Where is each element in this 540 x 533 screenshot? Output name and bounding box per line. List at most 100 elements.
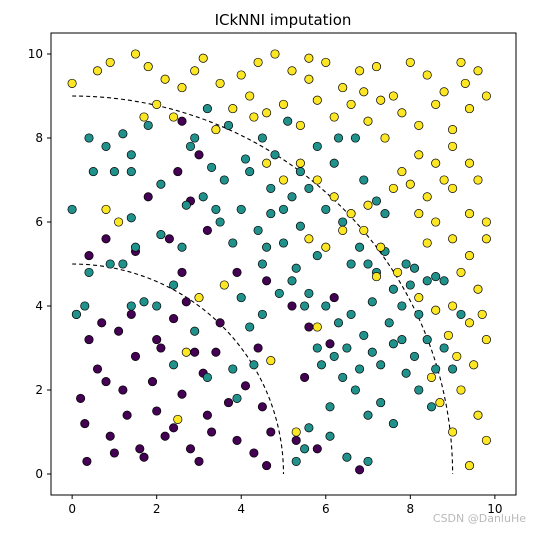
point-middle <box>363 410 373 420</box>
point-middle <box>338 217 348 227</box>
point-outer <box>215 78 225 88</box>
point-inner <box>84 251 94 261</box>
point-inner <box>80 419 90 429</box>
point-inner <box>325 339 335 349</box>
point-inner <box>329 293 339 303</box>
point-middle <box>257 259 267 269</box>
point-outer <box>435 398 445 408</box>
point-outer <box>448 427 458 437</box>
point-outer <box>304 53 314 63</box>
point-inner <box>177 389 187 399</box>
point-middle <box>84 267 94 277</box>
point-middle <box>312 251 322 261</box>
point-outer <box>464 461 475 471</box>
point-outer <box>380 133 390 143</box>
point-outer <box>295 158 305 168</box>
boundary-circle-1 <box>72 263 285 475</box>
point-middle <box>215 217 225 227</box>
point-outer <box>448 141 458 151</box>
point-outer <box>473 284 483 294</box>
point-inner <box>169 314 179 324</box>
x-tick-label: 2 <box>153 502 161 516</box>
point-middle <box>388 339 398 349</box>
point-inner <box>232 267 242 277</box>
point-middle <box>101 141 111 151</box>
point-middle <box>359 330 369 340</box>
point-middle <box>291 456 301 466</box>
point-outer <box>448 125 458 135</box>
point-outer <box>414 209 424 219</box>
point-middle <box>126 167 136 177</box>
point-outer <box>469 360 479 370</box>
point-middle <box>67 204 77 214</box>
point-middle <box>414 385 424 395</box>
point-middle <box>346 259 356 269</box>
point-middle <box>152 301 162 311</box>
point-middle <box>257 309 267 319</box>
point-middle <box>422 276 432 286</box>
dashed-boundaries <box>72 95 454 475</box>
point-inner <box>262 276 272 286</box>
point-middle <box>346 309 356 319</box>
point-middle <box>236 204 246 214</box>
point-middle <box>376 398 386 408</box>
point-middle <box>439 276 449 286</box>
point-outer <box>253 57 263 67</box>
point-middle <box>422 335 432 345</box>
point-outer <box>312 322 322 332</box>
point-middle <box>333 133 344 143</box>
point-inner <box>215 318 225 328</box>
point-outer <box>456 385 466 395</box>
point-middle <box>359 175 369 185</box>
point-middle <box>143 120 153 130</box>
point-outer <box>473 66 483 76</box>
point-middle <box>232 393 242 403</box>
point-inner <box>287 301 297 311</box>
point-outer <box>194 293 204 303</box>
point-outer <box>388 183 398 193</box>
point-middle <box>190 133 200 143</box>
point-outer <box>464 251 475 261</box>
point-middle <box>401 368 411 378</box>
point-outer <box>456 267 466 277</box>
point-middle <box>312 141 322 151</box>
point-middle <box>342 452 352 462</box>
point-middle <box>355 364 365 374</box>
point-middle <box>304 183 314 193</box>
point-middle <box>355 242 365 252</box>
point-middle <box>253 225 263 235</box>
point-outer <box>359 87 369 97</box>
point-inner <box>202 225 212 235</box>
x-tick-label: 10 <box>487 502 502 516</box>
point-middle <box>202 372 212 382</box>
y-tick-label: 8 <box>35 131 43 145</box>
point-outer <box>262 108 272 118</box>
point-outer <box>376 95 386 105</box>
point-outer <box>338 83 348 93</box>
point-outer <box>397 167 407 177</box>
point-middle <box>266 183 276 193</box>
point-outer <box>363 200 373 210</box>
point-outer <box>295 120 305 130</box>
point-outer <box>464 158 475 168</box>
point-outer <box>211 125 221 135</box>
point-inner <box>84 335 94 345</box>
point-middle <box>287 276 297 286</box>
point-outer <box>426 372 437 382</box>
point-outer <box>443 330 453 340</box>
point-outer <box>312 175 322 185</box>
point-inner <box>143 192 153 202</box>
point-outer <box>414 150 424 160</box>
point-middle <box>287 192 297 202</box>
point-middle <box>249 360 259 370</box>
point-inner <box>194 150 204 160</box>
point-inner <box>160 431 170 441</box>
point-inner <box>257 402 267 412</box>
point-outer <box>152 99 162 109</box>
point-middle <box>84 133 94 143</box>
point-middle <box>223 120 234 130</box>
point-middle <box>245 167 255 177</box>
point-outer <box>143 62 153 72</box>
point-outer <box>448 183 458 193</box>
point-outer <box>439 175 449 185</box>
